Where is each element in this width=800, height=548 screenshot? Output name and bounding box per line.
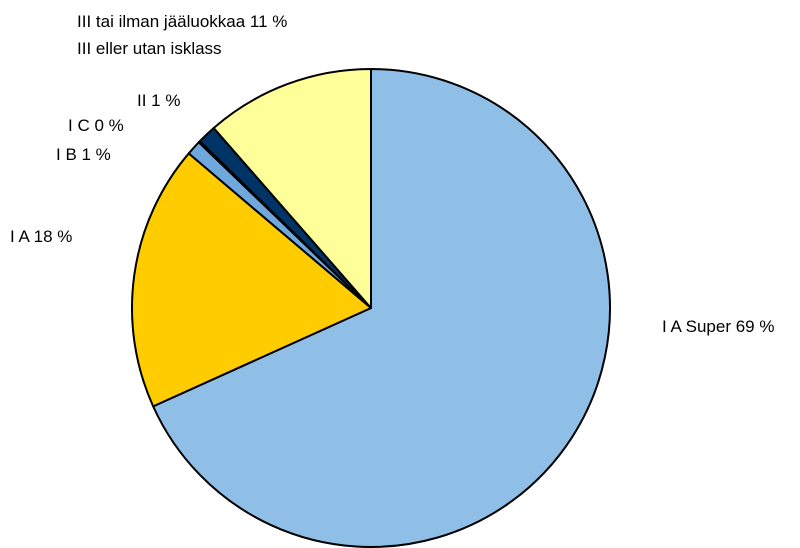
pie-label-i-a-super: I A Super 69 % <box>662 317 774 336</box>
pie-slice-iii-tai-ilman-j-luokkaa-iii-eller-utan-isklass <box>212 68 372 309</box>
pie-label-i-b: I B 1 % <box>56 145 111 164</box>
pie-label-i-a: I A 18 % <box>10 227 72 246</box>
pie-label-i-c: I C 0 % <box>68 116 124 135</box>
pie-slice-i-a <box>131 152 372 408</box>
pie-label-iii-tai-ilman-j-luokkaa-iii-eller-utan-isklass: III tai ilman jääluokkaa 11 % III eller u… <box>77 12 287 58</box>
pie-labels: I A Super 69 % I A 18 % I B 1 % I C 0 % II 1… <box>10 12 774 336</box>
pie-slice-i-a-super <box>152 68 611 548</box>
pie-label-ii: II 1 % <box>137 91 180 110</box>
pie-slices <box>131 68 611 548</box>
